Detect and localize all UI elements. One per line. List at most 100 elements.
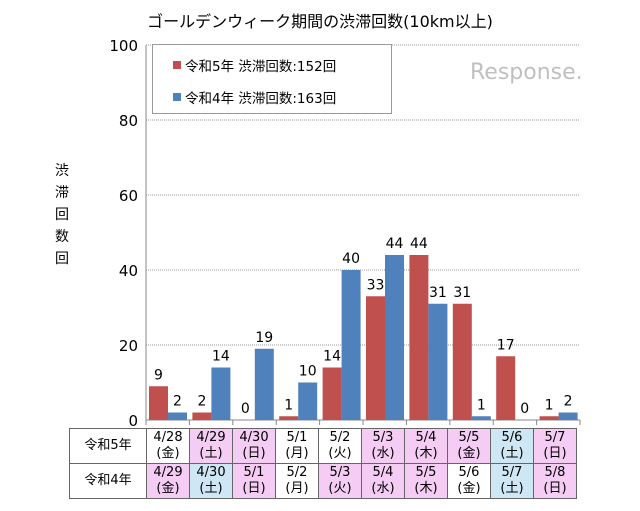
date: 5/4 — [415, 430, 437, 445]
date-cell: 5/4 (木) — [404, 428, 448, 464]
date: 5/8 — [544, 465, 566, 480]
data-label: 44 — [386, 236, 404, 252]
weekday: (土) — [199, 446, 223, 461]
date-cell: 5/7 (日) — [533, 428, 577, 464]
bar-r5 — [279, 416, 299, 420]
date: 5/4 — [372, 465, 394, 480]
weekday: (日) — [543, 481, 567, 496]
data-label: 33 — [367, 277, 385, 293]
date-cell: 5/7 (土) — [490, 463, 534, 499]
date: 4/29 — [153, 465, 183, 480]
data-label: 44 — [410, 236, 428, 252]
row-label: 令和5年 — [69, 428, 147, 464]
date-cell: 4/29 (土) — [189, 428, 233, 464]
y-tick-label: 60 — [119, 187, 138, 205]
weekday: (木) — [414, 446, 438, 461]
date-cell: 5/2 (火) — [318, 428, 362, 464]
weekday: (月) — [285, 446, 309, 461]
date-cell: 5/8 (日) — [533, 463, 577, 499]
bar-r4 — [558, 412, 578, 420]
legend: 令和5年 渋滞回数:152回 令和4年 渋滞回数:163回 — [152, 44, 392, 114]
data-label: 2 — [564, 394, 573, 410]
date-cell: 5/5 (金) — [447, 428, 491, 464]
weekday: (火) — [328, 446, 352, 461]
weekday: (水) — [371, 446, 395, 461]
bar-r5 — [149, 386, 168, 420]
data-label: 31 — [429, 285, 447, 301]
bar-r5 — [496, 356, 516, 420]
date: 5/5 — [415, 465, 437, 480]
date: 5/5 — [458, 430, 480, 445]
date-cell: 5/6 (土) — [490, 428, 534, 464]
legend-label: 令和4年 渋滞回数:163回 — [185, 91, 337, 107]
weekday: (土) — [199, 481, 223, 496]
y-tick-label: 100 — [109, 37, 138, 55]
y-tick-label: 20 — [119, 337, 138, 355]
watermark-logo: Response. — [470, 60, 583, 85]
date-cell: 5/3 (水) — [361, 428, 405, 464]
date-cell: 5/1 (日) — [232, 463, 276, 499]
bar-r4 — [341, 270, 361, 420]
data-label: 40 — [342, 251, 360, 267]
date: 4/30 — [239, 430, 269, 445]
bar-r4 — [254, 348, 274, 420]
date: 5/7 — [501, 465, 523, 480]
date: 5/3 — [329, 465, 351, 480]
y-tick-label: 40 — [119, 262, 138, 280]
date: 5/6 — [501, 430, 523, 445]
weekday: (金) — [457, 446, 481, 461]
weekday: (日) — [242, 446, 266, 461]
date: 5/3 — [372, 430, 394, 445]
date: 5/2 — [329, 430, 351, 445]
y-tick-label: 80 — [119, 112, 138, 130]
weekday: (金) — [457, 481, 481, 496]
weekday: (土) — [500, 446, 524, 461]
bar-r5 — [539, 416, 559, 420]
y-axis-title: 渋滞回数 回 — [55, 163, 69, 267]
weekday: (水) — [371, 481, 395, 496]
data-label: 14 — [323, 349, 341, 365]
date-table: 令和5年 4/28 (金) 4/29 (土) 4/30 (日) 5/1 (月) 5/2 (火) 5/3… — [69, 428, 577, 499]
y-tick-label: 0 — [128, 412, 138, 430]
date: 4/29 — [196, 430, 226, 445]
data-label: 31 — [453, 285, 471, 301]
legend-swatch — [173, 93, 181, 101]
data-label: 17 — [497, 337, 515, 353]
weekday: (金) — [156, 446, 180, 461]
table-row: 令和5年 4/28 (金) 4/29 (土) 4/30 (日) 5/1 (月) 5/2 (火) 5/3… — [69, 428, 577, 464]
date-cell: 5/1 (月) — [275, 428, 319, 464]
data-label: 19 — [255, 330, 273, 346]
date: 5/2 — [286, 465, 308, 480]
date-cell: 5/3 (火) — [318, 463, 362, 499]
weekday: (土) — [500, 481, 524, 496]
bar-r4 — [211, 367, 231, 420]
date-cell: 5/4 (水) — [361, 463, 405, 499]
row-label: 令和4年 — [69, 463, 147, 499]
data-label: 1 — [545, 397, 554, 413]
bar-r4 — [168, 412, 187, 420]
date-cell: 4/30 (日) — [232, 428, 276, 464]
weekday: (日) — [242, 481, 266, 496]
date-cell: 4/30 (土) — [189, 463, 233, 499]
bar-r5 — [322, 367, 342, 420]
bar-r4 — [298, 382, 318, 420]
bar-r5 — [192, 412, 212, 420]
bar-r4 — [385, 255, 404, 420]
legend-swatch — [173, 61, 181, 69]
date: 5/6 — [458, 465, 480, 480]
date: 4/30 — [196, 465, 226, 480]
date-cell: 5/2 (月) — [275, 463, 319, 499]
data-label: 1 — [477, 397, 486, 413]
data-label: 9 — [154, 367, 163, 383]
weekday: (日) — [543, 446, 567, 461]
date: 4/28 — [153, 430, 183, 445]
data-label: 14 — [212, 349, 230, 365]
data-label: 0 — [520, 401, 529, 417]
legend-item-r5: 令和5年 渋滞回数:152回 — [173, 55, 336, 75]
bar-r5 — [409, 255, 429, 420]
date-cell: 5/5 (木) — [404, 463, 448, 499]
date-cell: 4/28 (金) — [146, 428, 190, 464]
weekday: (金) — [156, 481, 180, 496]
